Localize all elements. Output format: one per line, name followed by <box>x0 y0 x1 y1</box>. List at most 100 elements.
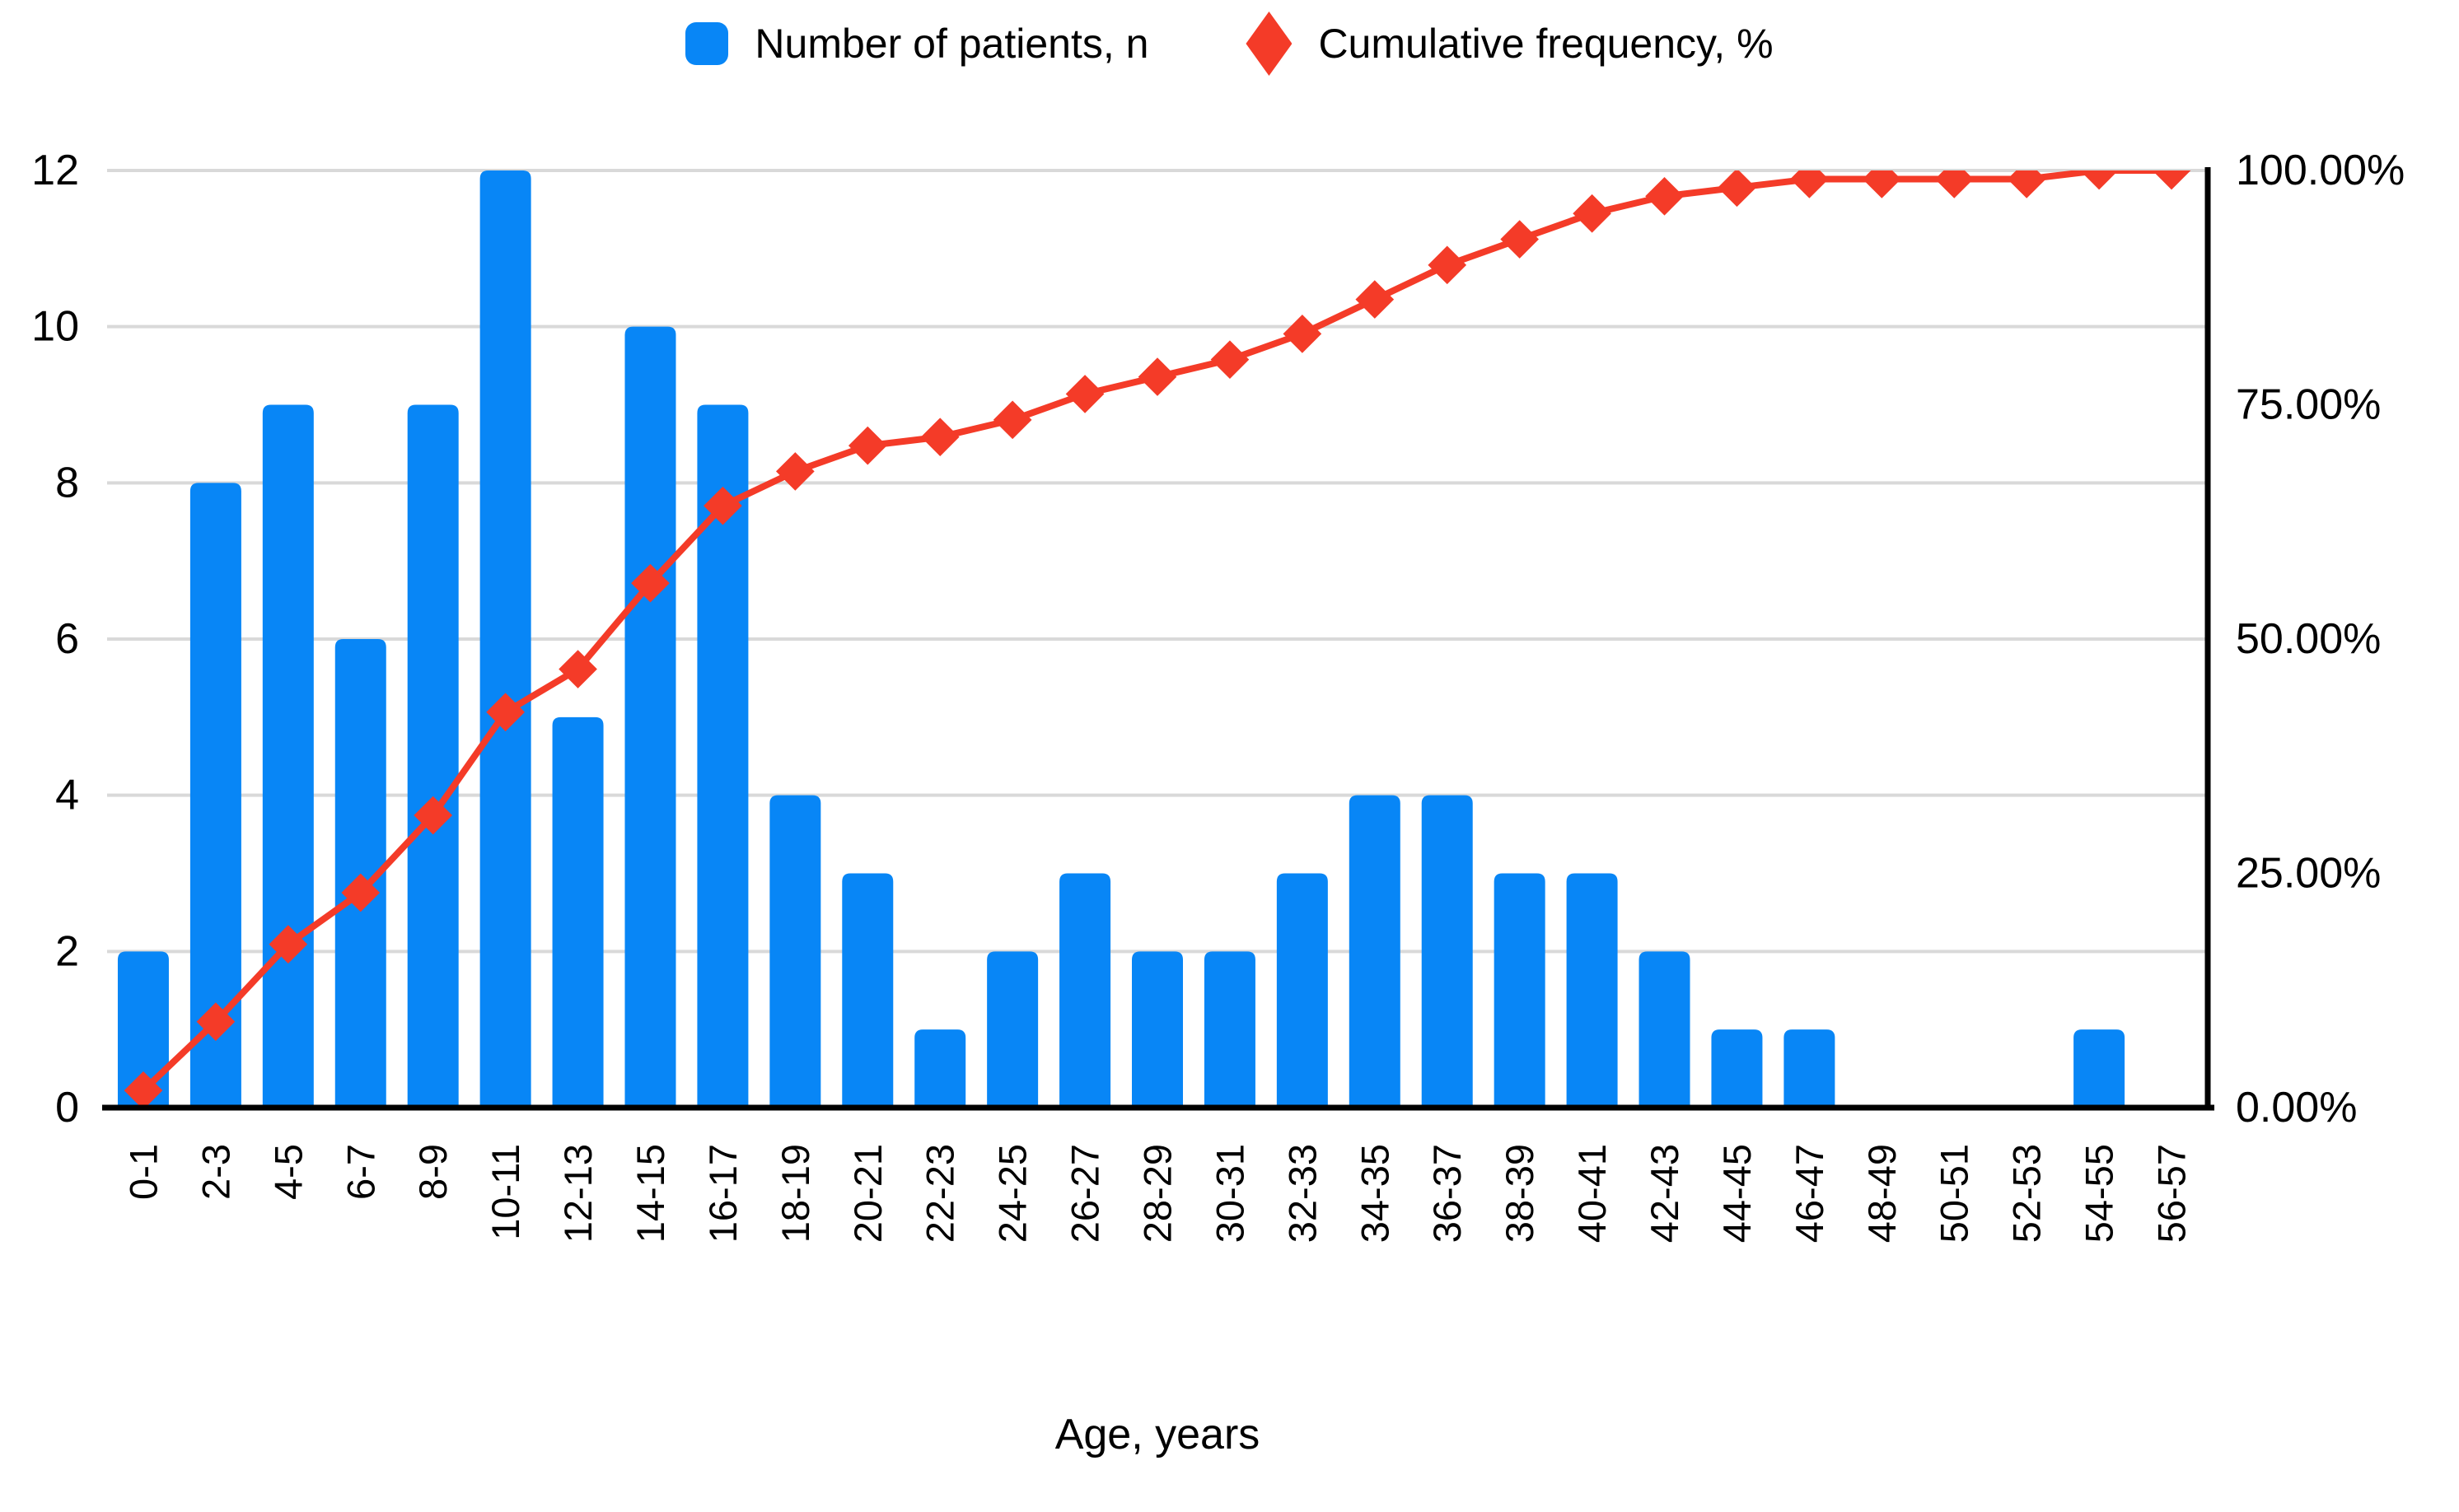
legend-item-patients: Number of patients, n <box>685 20 1148 68</box>
x-axis-tick-label: 44-45 <box>1715 1144 1759 1243</box>
left-axis-tick-label: 8 <box>55 459 79 506</box>
bar <box>1494 873 1545 1108</box>
cumulative-marker-diamond-icon <box>1862 170 1901 198</box>
cumulative-marker-diamond-icon <box>341 873 381 912</box>
bar <box>479 170 531 1108</box>
cumulative-marker-diamond-icon <box>2007 170 2046 198</box>
right-axis-tick-label: 50.00% <box>2236 615 2381 663</box>
bar <box>407 404 459 1108</box>
bar <box>334 639 386 1108</box>
bar <box>1639 951 1690 1108</box>
x-axis-tick-label: 50-51 <box>1933 1144 1976 1243</box>
x-axis-tick-label: 16-17 <box>701 1144 745 1243</box>
cumulative-marker-diamond-icon <box>1065 375 1105 413</box>
cumulative-marker-diamond-icon <box>848 426 887 465</box>
x-axis-tick-label: 48-49 <box>1860 1144 1904 1243</box>
left-axis-tick-label: 4 <box>55 772 79 819</box>
x-axis-tick-label: 42-43 <box>1643 1144 1686 1243</box>
x-axis-tick-label: 8-9 <box>411 1144 455 1200</box>
cumulative-marker-diamond-icon <box>704 486 742 525</box>
x-axis-tick-label: 12-13 <box>556 1144 600 1243</box>
x-axis-tick-label: 36-37 <box>1425 1144 1469 1243</box>
x-axis-tick-label: 0-1 <box>121 1144 165 1200</box>
bar <box>769 795 821 1108</box>
cumulative-marker-diamond-icon <box>1355 280 1395 319</box>
bar-series-swatch-icon <box>685 22 729 65</box>
x-axis-tick-label: 40-41 <box>1570 1144 1614 1243</box>
cumulative-marker-diamond-icon <box>1428 245 1467 285</box>
bar <box>1421 795 1473 1108</box>
x-axis-title: Age, years <box>1054 1411 1260 1458</box>
x-axis-tick-label: 2-3 <box>194 1144 237 1200</box>
right-axis-tick-label: 25.00% <box>2236 850 2381 898</box>
bar <box>117 951 169 1108</box>
right-axis-tick-label: 75.00% <box>2236 381 2381 429</box>
bar <box>1276 873 1328 1108</box>
bar <box>189 483 241 1108</box>
cumulative-marker-diamond-icon <box>1573 194 1611 233</box>
bar <box>552 716 604 1108</box>
x-axis-tick-label: 54-55 <box>2078 1144 2121 1243</box>
x-axis-tick-label: 30-31 <box>1208 1144 1251 1243</box>
bar <box>2073 1029 2125 1108</box>
left-axis-tick-label: 6 <box>55 615 79 663</box>
right-axis-tick-label: 100.00% <box>2236 147 2405 194</box>
x-axis-tick-label: 22-23 <box>919 1144 962 1243</box>
legend-label-patients: Number of patients, n <box>755 21 1149 67</box>
bar <box>624 326 676 1108</box>
cumulative-marker-diamond-icon <box>1718 170 1756 208</box>
bar <box>1349 795 1400 1108</box>
chart-legend: Number of patients, n Cumulative frequen… <box>0 12 2459 76</box>
x-axis-tick-label: 56-57 <box>2150 1144 2194 1243</box>
cumulative-marker-diamond-icon <box>920 418 960 456</box>
left-axis-tick-label: 0 <box>55 1084 79 1132</box>
bar <box>1059 873 1111 1108</box>
cumulative-marker-diamond-icon <box>559 650 597 688</box>
x-axis-tick-label: 4-5 <box>266 1144 310 1200</box>
cumulative-marker-diamond-icon <box>1790 170 1829 198</box>
bar <box>1783 1029 1835 1108</box>
cumulative-marker-diamond-icon <box>486 693 525 732</box>
x-axis-tick-label: 18-19 <box>774 1144 817 1243</box>
cumulative-line-group <box>124 170 2191 1110</box>
bar <box>1204 951 1255 1108</box>
cumulative-marker-diamond-icon <box>631 563 670 603</box>
x-axis-tick-label: 34-35 <box>1353 1144 1396 1243</box>
cumulative-marker-diamond-icon <box>196 1002 236 1041</box>
cumulative-marker-diamond-icon <box>1934 170 1974 198</box>
x-axis-tick-label: 28-29 <box>1136 1144 1180 1243</box>
x-axis-tick-label: 32-33 <box>1280 1144 1324 1243</box>
bar <box>1566 873 1618 1108</box>
cumulative-marker-diamond-icon <box>2079 170 2119 190</box>
cumulative-marker-diamond-icon <box>1138 357 1177 396</box>
x-axis-tick-label: 46-47 <box>1788 1144 1831 1243</box>
x-axis-tick-label: 20-21 <box>846 1144 890 1243</box>
cumulative-marker-diamond-icon <box>993 400 1032 440</box>
right-axis-tick-label: 0.00% <box>2236 1084 2357 1132</box>
cumulative-marker-diamond-icon <box>1500 220 1539 259</box>
x-axis-tick-label: 14-15 <box>629 1144 672 1243</box>
bar <box>1132 951 1183 1108</box>
bar <box>987 951 1039 1108</box>
x-axis-tick-label: 38-39 <box>1498 1144 1541 1243</box>
x-axis-tick-label: 26-27 <box>1064 1144 1107 1243</box>
cumulative-marker-diamond-icon <box>776 452 815 491</box>
cumulative-marker-diamond-icon <box>1645 176 1684 216</box>
x-axis-tick-label: 6-7 <box>339 1144 382 1200</box>
bar <box>842 873 894 1108</box>
left-axis-tick-label: 12 <box>31 147 79 194</box>
cumulative-marker-diamond-icon <box>414 796 453 835</box>
bar <box>1711 1029 1763 1108</box>
cumulative-marker-diamond-icon <box>2152 170 2191 190</box>
legend-label-cumulative: Cumulative frequency, % <box>1318 21 1774 67</box>
bar <box>262 404 314 1108</box>
cumulative-marker-diamond-icon <box>269 925 308 964</box>
cumulative-marker-diamond-icon <box>1210 340 1250 379</box>
left-axis-tick-label: 2 <box>55 927 79 975</box>
x-axis-tick-label: 10-11 <box>484 1144 527 1240</box>
x-axis-tick-label: 24-25 <box>991 1144 1035 1243</box>
x-axis-tick-label: 52-53 <box>2005 1144 2049 1243</box>
cumulative-marker-diamond-icon <box>124 1071 163 1110</box>
